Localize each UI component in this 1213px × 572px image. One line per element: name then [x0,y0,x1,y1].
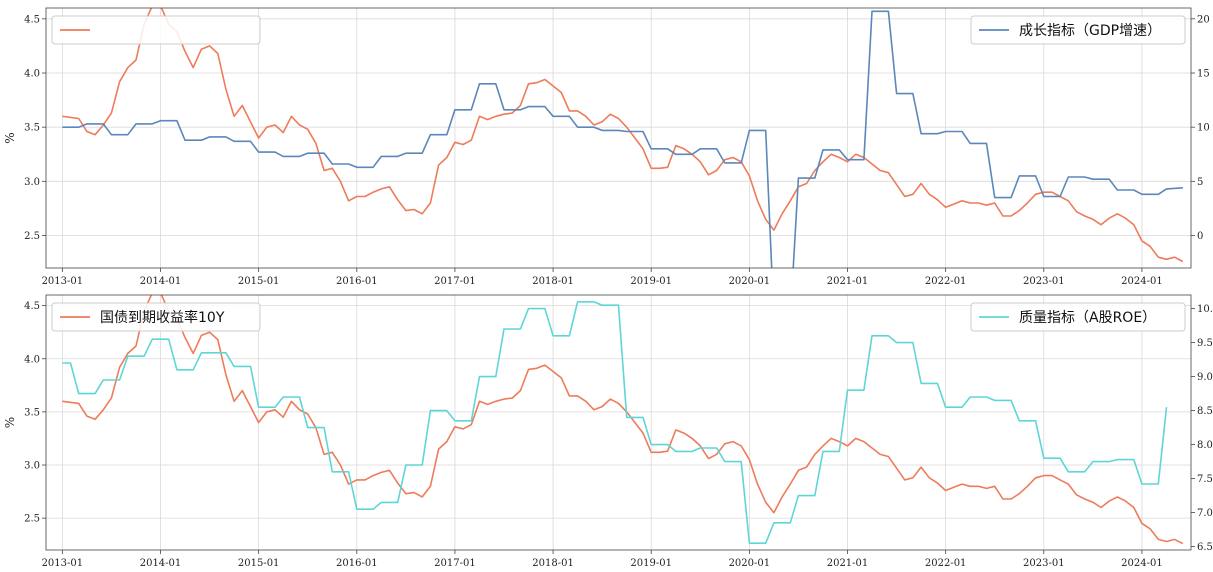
x-tick-label: 2021-01 [827,558,869,569]
y-tick-label: 2.5 [24,514,40,525]
y2-tick-label: 9.5 [1197,338,1213,349]
x-tick-label: 2018-01 [532,276,574,287]
legend-right-label: 成长指标（GDP增速） [1019,23,1161,39]
plot-frame [45,294,1192,551]
y2-tick-label: 10.0 [1197,304,1213,315]
y-axis-label: % [3,132,17,143]
legend-left-label: 国债到期收益率10Y [100,309,225,326]
y2-tick-label: 5 [1197,177,1203,188]
x-tick-label: 2019-01 [630,276,672,287]
x-tick-label: 2022-01 [925,558,967,569]
legend-left-box [51,15,261,45]
y-tick-label: 4.5 [24,301,40,312]
x-tick-label: 2023-01 [1023,558,1065,569]
x-tick-label: 2015-01 [238,276,280,287]
x-tick-label: 2017-01 [434,558,476,569]
x-tick-label: 2013-01 [42,276,84,287]
plot-frame [45,7,1192,269]
series-line-2 [62,301,1168,544]
y2-tick-label: 20 [1197,14,1210,25]
x-tick-label: 2023-01 [1023,276,1065,287]
y2-tick-label: 8.0 [1197,440,1213,451]
x-tick-label: 2014-01 [140,558,182,569]
x-tick-label: 2013-01 [42,558,84,569]
y2-tick-label: 9.0 [1197,372,1213,383]
y-tick-label: 2.5 [24,231,40,242]
y2-tick-label: 7.0 [1197,508,1213,519]
x-tick-label: 2016-01 [336,558,378,569]
x-tick-label: 2014-01 [140,276,182,287]
y-tick-label: 3.5 [24,407,40,418]
y-axis-label: % [3,417,17,428]
x-tick-label: 2024-01 [1121,276,1163,287]
legend-right-box [970,15,1186,45]
series-line-1 [62,8,1184,263]
x-tick-label: 2019-01 [630,558,672,569]
x-tick-label: 2017-01 [434,276,476,287]
legend-right-label: 质量指标（A股ROE） [1019,310,1156,326]
legend-left-box [51,302,261,332]
x-tick-label: 2018-01 [532,558,574,569]
legend-right-box [970,302,1186,332]
legend-left [51,15,261,45]
y-tick-label: 3.0 [24,461,40,472]
y-tick-label: 4.0 [24,69,40,80]
x-tick-label: 2020-01 [729,276,771,287]
y2-tick-label: 6.5 [1197,542,1213,553]
y2-tick-label: 0 [1197,231,1203,242]
y2-tick-label: 10 [1197,123,1210,134]
x-tick-label: 2016-01 [336,276,378,287]
y-tick-label: 4.0 [24,354,40,365]
series-line-2 [62,10,1183,268]
y2-tick-label: 15 [1197,69,1210,80]
x-tick-label: 2020-01 [729,558,771,569]
y2-tick-label: 8.5 [1197,406,1213,417]
legend-left: 国债到期收益率10Y [51,302,261,332]
legend-right: 成长指标（GDP增速） [970,15,1186,45]
x-tick-label: 2024-01 [1121,558,1163,569]
x-tick-label: 2022-01 [925,276,967,287]
y2-tick-label: 7.5 [1197,474,1213,485]
x-tick-label: 2021-01 [827,276,869,287]
y-tick-label: 3.0 [24,177,40,188]
x-tick-label: 2015-01 [238,558,280,569]
y-tick-label: 4.5 [24,14,40,25]
panel-2: 2013-01 2014-01 2015-01 2016-01 2017-01 2018-… [3,294,1213,569]
panel-1: 2013-01 2014-01 2015-01 2016-01 2017-01 2018-… [3,7,1210,287]
y-tick-label: 3.5 [24,123,40,134]
legend-right: 质量指标（A股ROE） [970,302,1186,332]
